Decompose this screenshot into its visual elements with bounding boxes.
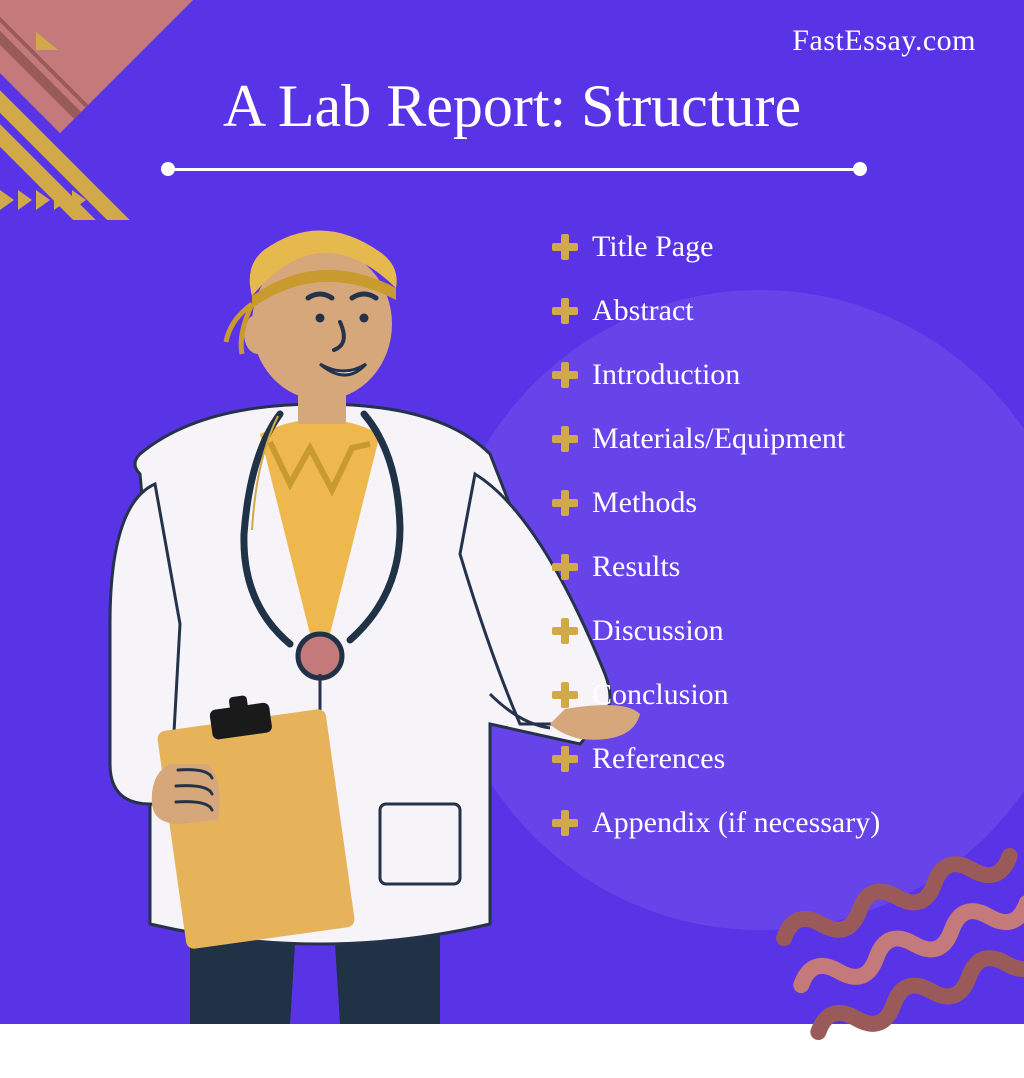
- plus-icon: [552, 682, 578, 708]
- list-item: Materials/Equipment: [552, 424, 880, 454]
- list-item: Title Page: [552, 232, 880, 262]
- list-item-label: Results: [592, 552, 680, 582]
- list-item: References: [552, 744, 880, 774]
- page-title: A Lab Report: Structure: [0, 72, 1024, 141]
- doctor-illustration: [20, 204, 640, 1024]
- plus-icon: [552, 234, 578, 260]
- title-divider: [168, 162, 860, 176]
- list-item-label: Abstract: [592, 296, 694, 326]
- infographic-canvas: FastEssay.com A Lab Report: Structure: [0, 0, 1024, 1024]
- list-item-label: Title Page: [592, 232, 713, 262]
- list-item-label: Materials/Equipment: [592, 424, 845, 454]
- list-item-label: Appendix (if necessary): [592, 808, 880, 838]
- plus-icon: [552, 362, 578, 388]
- plus-icon: [552, 298, 578, 324]
- list-item: Methods: [552, 488, 880, 518]
- brand-label: FastEssay.com: [792, 24, 976, 58]
- list-item: Abstract: [552, 296, 880, 326]
- plus-icon: [552, 490, 578, 516]
- structure-list: Title Page Abstract Introduction Materials/…: [552, 232, 880, 838]
- list-item-label: Methods: [592, 488, 697, 518]
- plus-icon: [552, 618, 578, 644]
- list-item: Appendix (if necessary): [552, 808, 880, 838]
- list-item-label: References: [592, 744, 725, 774]
- list-item: Results: [552, 552, 880, 582]
- list-item: Discussion: [552, 616, 880, 646]
- plus-icon: [552, 746, 578, 772]
- list-item-label: Conclusion: [592, 680, 729, 710]
- list-item: Introduction: [552, 360, 880, 390]
- plus-icon: [552, 554, 578, 580]
- list-item-label: Discussion: [592, 616, 724, 646]
- list-item: Conclusion: [552, 680, 880, 710]
- list-item-label: Introduction: [592, 360, 740, 390]
- plus-icon: [552, 426, 578, 452]
- plus-icon: [552, 810, 578, 836]
